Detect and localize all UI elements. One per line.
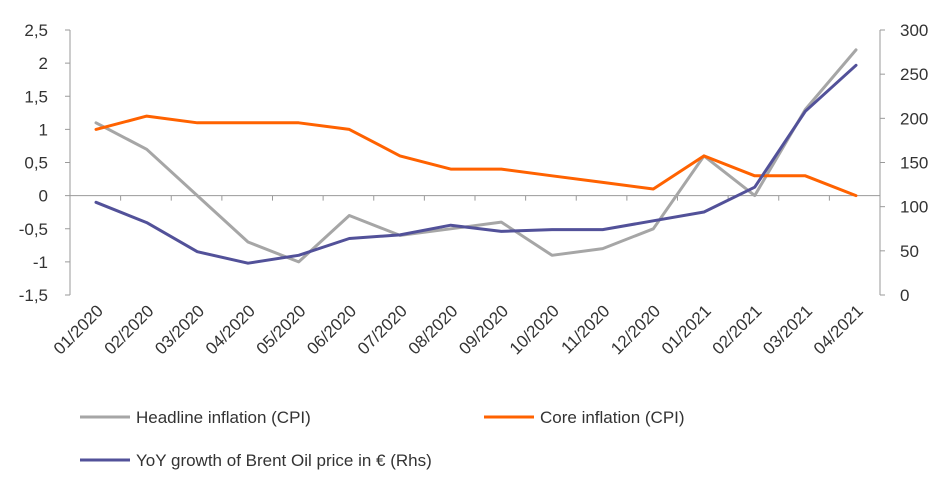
left-tick-label: 0,5	[24, 154, 48, 173]
x-axis-ticks: 01/202002/202003/202004/202005/202006/20…	[50, 195, 881, 358]
x-tick-label: 07/2020	[354, 301, 411, 358]
right-tick-label: 200	[900, 109, 928, 128]
headline-inflation-line	[94, 48, 858, 264]
x-tick-label: 12/2020	[607, 301, 664, 358]
x-tick-label: 10/2020	[506, 301, 563, 358]
legend-label-headline: Headline inflation (CPI)	[136, 408, 311, 427]
left-tick-label: -0,5	[19, 220, 48, 239]
series-lines	[94, 48, 858, 265]
x-tick-label: 06/2020	[303, 301, 360, 358]
left-tick-label: 1,5	[24, 87, 48, 106]
legend-label-core: Core inflation (CPI)	[540, 408, 685, 427]
legend: Headline inflation (CPI) Core inflation …	[80, 408, 685, 470]
core-inflation-line	[94, 114, 858, 198]
left-tick-label: 2	[39, 54, 48, 73]
left-tick-label: 1	[39, 120, 48, 139]
x-tick-label: 01/2021	[658, 301, 715, 358]
right-tick-label: 100	[900, 198, 928, 217]
x-tick-label: 08/2020	[405, 301, 462, 358]
x-tick-label: 09/2020	[455, 301, 512, 358]
right-axis-ticks: 300 250 200 150 100 50 0	[880, 21, 928, 305]
right-tick-label: 250	[900, 65, 928, 84]
x-tick-label: 04/2020	[202, 301, 259, 358]
left-tick-label: 2,5	[24, 21, 48, 40]
left-tick-label: 0	[39, 187, 48, 206]
x-tick-label: 01/2020	[50, 301, 107, 358]
right-tick-label: 0	[900, 286, 909, 305]
x-tick-label: 04/2021	[810, 301, 867, 358]
x-tick-label: 11/2020	[557, 301, 613, 357]
axes	[69, 30, 881, 295]
left-axis-ticks: 2,5 2 1,5 1 0,5 0 -0,5 -1 -1,5	[19, 21, 70, 305]
x-tick-label: 05/2020	[253, 301, 310, 358]
left-tick-label: -1	[33, 253, 48, 272]
right-tick-label: 300	[900, 21, 928, 40]
left-tick-label: -1,5	[19, 286, 48, 305]
right-tick-label: 150	[900, 154, 928, 173]
brent-oil-growth-line	[94, 63, 858, 265]
x-tick-label: 03/2020	[151, 301, 208, 358]
legend-label-brent: YoY growth of Brent Oil price in € (Rhs)	[136, 451, 432, 470]
x-tick-label: 02/2020	[101, 301, 158, 358]
x-tick-label: 02/2021	[709, 301, 766, 358]
right-tick-label: 50	[900, 242, 919, 261]
x-tick-label: 03/2021	[759, 301, 816, 358]
